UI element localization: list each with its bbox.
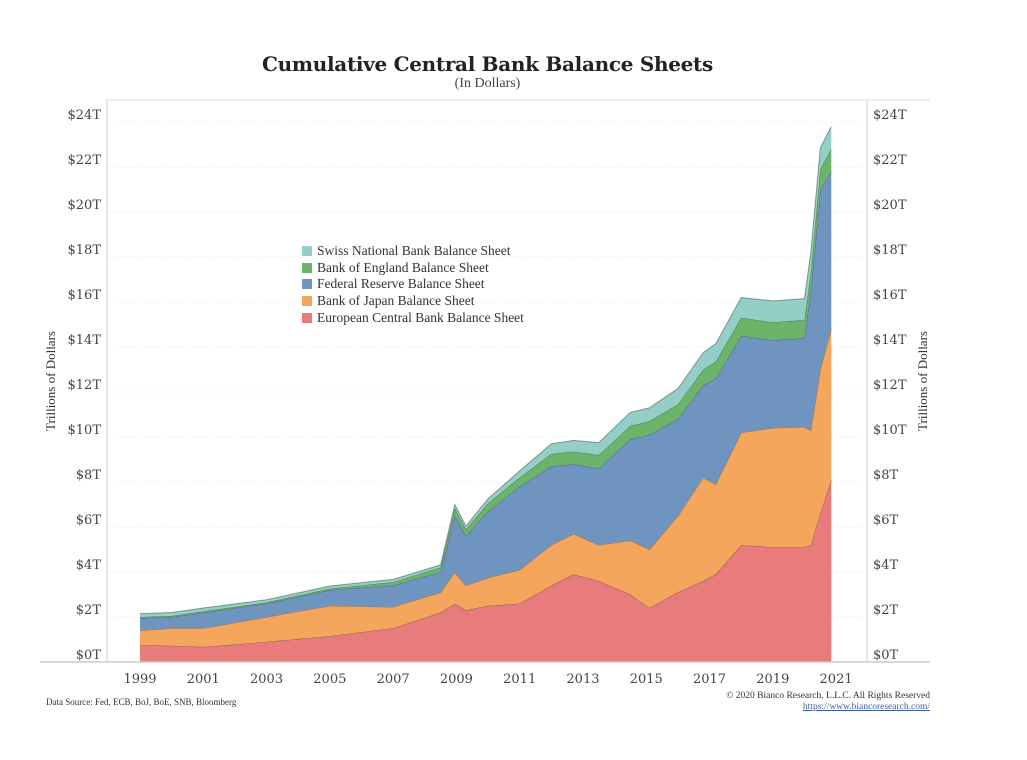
y-tick-label-left: $22T — [68, 153, 102, 168]
x-tick-label: 2019 — [756, 672, 789, 687]
chart-title: Cumulative Central Bank Balance Sheets — [262, 52, 713, 76]
data-source: Data Source: Fed, ECB, BoJ, BoE, SNB, Bl… — [46, 697, 237, 707]
x-tick-label: 2003 — [250, 672, 283, 687]
legend-label: Federal Reserve Balance Sheet — [317, 276, 485, 292]
y-tick-label-right: $16T — [873, 288, 907, 303]
y-tick-label-left: $14T — [68, 333, 102, 348]
area-federal-reserve-balance-sheet — [140, 171, 832, 631]
y-tick-label-left: $16T — [68, 288, 102, 303]
legend-label: Bank of England Balance Sheet — [317, 259, 489, 275]
y-tick-label-right: $0T — [873, 648, 899, 663]
y-tick-label-left: $0T — [76, 648, 102, 663]
y-tick-label-right: $6T — [873, 513, 899, 528]
y-tick-label-right: $24T — [873, 108, 907, 123]
edge-swiss-national-bank-balance-sheet — [139, 126, 832, 615]
y-tick-label-right: $4T — [873, 558, 899, 573]
y-tick-label-left: $12T — [68, 378, 102, 393]
area-swiss-national-bank-balance-sheet — [140, 126, 832, 617]
y-tick-label-left: $8T — [76, 468, 102, 483]
legend-swatch — [302, 312, 312, 323]
legend-label: Swiss National Bank Balance Sheet — [317, 243, 511, 259]
legend-swatch — [302, 296, 312, 307]
y-tick-label-right: $20T — [873, 198, 907, 213]
x-tick-label: 2009 — [440, 672, 473, 687]
y-tick-label-left: $2T — [76, 603, 102, 618]
legend-swatch — [302, 262, 312, 273]
y-tick-label-right: $12T — [873, 378, 907, 393]
y-tick-label-right: $10T — [873, 423, 907, 438]
x-tick-label: 2001 — [187, 672, 220, 687]
x-tick-label: 2005 — [313, 672, 346, 687]
x-tick-label: 1999 — [123, 672, 156, 687]
y-tick-label-right: $18T — [873, 243, 907, 258]
y-tick-label-left: $4T — [76, 558, 102, 573]
y-tick-label-left: $18T — [68, 243, 102, 258]
legend: Swiss National Bank Balance Sheet Bank of… — [302, 243, 524, 326]
area-bank-of-england-balance-sheet — [140, 149, 832, 619]
legend-label: European Central Bank Balance Sheet — [317, 309, 524, 325]
area-bank-of-japan-balance-sheet — [140, 329, 832, 647]
x-tick-label: 2007 — [377, 672, 410, 687]
x-tick-label: 2015 — [630, 672, 663, 687]
y-tick-label-right: $22T — [873, 153, 907, 168]
x-tick-label: 2017 — [693, 672, 726, 687]
area-european-central-bank-balance-sheet — [140, 479, 832, 662]
website-link[interactable]: https://www.biancoresearch.com/ — [802, 702, 930, 712]
legend-item: Bank of England Balance Sheet — [302, 260, 524, 277]
y-tick-label-right: $8T — [873, 468, 899, 483]
x-tick-label: 2011 — [503, 672, 536, 687]
y-tick-label-left: $24T — [68, 108, 102, 123]
x-tick-label: 2021 — [820, 672, 853, 687]
legend-item: Swiss National Bank Balance Sheet — [302, 243, 524, 260]
chart-subtitle: (In Dollars) — [454, 76, 521, 91]
legend-swatch — [302, 246, 312, 257]
legend-swatch — [302, 279, 312, 290]
copyright: © 2020 Bianco Research, L.L.C. All Right… — [726, 691, 930, 701]
y-axis-title-right: Trillions of Dollars — [915, 331, 930, 431]
legend-label: Bank of Japan Balance Sheet — [317, 293, 475, 309]
y-axis-title-left: Trillions of Dollars — [43, 331, 58, 431]
y-tick-label-right: $14T — [873, 333, 907, 348]
y-tick-label-left: $10T — [68, 423, 102, 438]
legend-item: Bank of Japan Balance Sheet — [302, 293, 524, 310]
legend-item: European Central Bank Balance Sheet — [302, 309, 524, 326]
y-tick-label-right: $2T — [873, 603, 899, 618]
y-tick-label-left: $20T — [68, 198, 102, 213]
y-tick-label-left: $6T — [76, 513, 102, 528]
x-tick-label: 2013 — [566, 672, 599, 687]
legend-item: Federal Reserve Balance Sheet — [302, 276, 524, 293]
